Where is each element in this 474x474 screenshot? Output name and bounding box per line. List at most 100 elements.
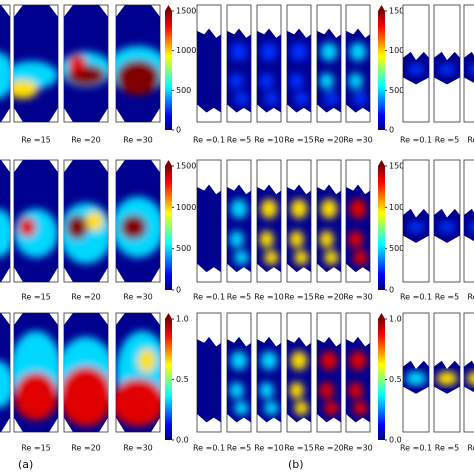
- panel-label: Re =0.1: [193, 136, 225, 145]
- heatmap-blobs: [0, 208, 10, 258]
- colorbar-extend: [165, 160, 172, 166]
- colorbar-label: 0: [389, 126, 394, 135]
- heatmap-blobs: [319, 199, 339, 265]
- panel-label: Re =15: [284, 444, 314, 453]
- heatmap-blobs: [14, 208, 58, 258]
- heatmap-blobs: [259, 351, 279, 416]
- heatmap-base: [464, 360, 474, 394]
- heatmap-blobs: [64, 202, 108, 264]
- heatmap-blob: [259, 72, 274, 90]
- heatmap: [0, 5, 10, 122]
- colorbar-label: 0: [389, 286, 394, 295]
- heatmap-blobs: [259, 42, 279, 106]
- heatmap-base: [197, 28, 221, 113]
- heatmap-blobs: [348, 42, 368, 106]
- heatmap-blob: [264, 401, 279, 416]
- colorbar-extend: [378, 5, 385, 11]
- heatmap-blob: [0, 51, 10, 99]
- heatmap: [14, 313, 58, 432]
- panel-label: Re =20: [71, 444, 101, 453]
- panel-label: Re =0.1: [193, 444, 225, 453]
- heatmap-blob: [229, 382, 244, 399]
- heatmap-blob: [230, 351, 248, 371]
- colorbar-label: 1000: [389, 46, 409, 55]
- colorbar-label: 1500: [176, 7, 196, 16]
- heatmap: [346, 336, 370, 423]
- colorbar-extend: [378, 313, 385, 319]
- heatmap-blob: [289, 72, 304, 90]
- panel-label: Re =0.1: [400, 136, 432, 145]
- panel-label: Re =30: [123, 444, 153, 453]
- heatmap-blob: [230, 42, 248, 62]
- heatmap-blob: [294, 250, 309, 265]
- heatmap-blobs: [229, 351, 249, 416]
- heatmap: [197, 28, 221, 113]
- heatmap-blob: [14, 79, 39, 99]
- heatmap-blob: [116, 378, 160, 427]
- heatmap: [403, 208, 429, 243]
- heatmap: [464, 360, 474, 394]
- heatmap-blob: [264, 250, 279, 265]
- panel-label: Re =30: [343, 293, 373, 302]
- heatmap-blob: [439, 63, 455, 76]
- panel-label: Re =5: [227, 293, 251, 302]
- heatmap-blob: [469, 63, 474, 76]
- heatmap: [64, 5, 108, 122]
- heatmap: [464, 51, 474, 85]
- heatmap-base: [197, 336, 221, 423]
- heatmap: [257, 184, 281, 273]
- heatmap: [257, 28, 281, 113]
- heatmap-blob: [234, 250, 249, 265]
- heatmap-blob: [349, 199, 367, 219]
- heatmap: [317, 336, 341, 423]
- colorbar-label: 0.5: [176, 375, 189, 384]
- panel-label: Re =5: [435, 136, 459, 145]
- heatmap: [64, 160, 108, 282]
- heatmap-blobs: [289, 42, 309, 106]
- heatmap-blob: [349, 351, 367, 371]
- heatmap: [317, 28, 341, 113]
- heatmap-blob: [439, 221, 455, 234]
- panel-label: Re =5: [227, 444, 251, 453]
- panel-a-label: (a): [18, 458, 33, 471]
- heatmap: [227, 28, 251, 113]
- panel-label: Re =30: [343, 136, 373, 145]
- panel-label: Re =15: [21, 136, 51, 145]
- heatmap-blob: [466, 371, 474, 386]
- panel-label: Re =20: [314, 136, 344, 145]
- panel-label: Re =15: [284, 136, 314, 145]
- heatmap-blobs: [439, 63, 455, 76]
- panel-b-label: (b): [288, 458, 304, 471]
- heatmap-blob: [116, 59, 160, 96]
- heatmap-blobs: [466, 371, 474, 386]
- heatmap-blobs: [469, 63, 474, 76]
- colorbar-label: 500: [389, 86, 404, 95]
- heatmap-blob: [234, 91, 249, 106]
- colorbar-label: 1500: [176, 162, 196, 171]
- heatmap: [116, 313, 160, 432]
- heatmap: [0, 160, 10, 282]
- heatmap-blobs: [14, 61, 58, 99]
- heatmap: [257, 336, 281, 423]
- panel-label: Re =0.1: [400, 444, 432, 453]
- heatmap: [346, 184, 370, 273]
- heatmap-blob: [320, 42, 338, 62]
- colorbar-extend: [165, 5, 172, 11]
- heatmap-blobs: [348, 351, 368, 416]
- heatmap-blobs: [436, 371, 458, 386]
- heatmap-blob: [319, 382, 334, 399]
- heatmap-blobs: [469, 221, 474, 234]
- heatmap-blobs: [319, 42, 339, 106]
- heatmap-blobs: [0, 360, 10, 409]
- colorbar-label: 1500: [389, 162, 409, 171]
- heatmap: [403, 360, 429, 394]
- panel-label: Re =10: [254, 136, 284, 145]
- heatmap-blob: [469, 221, 474, 234]
- heatmap-blobs: [405, 371, 427, 386]
- heatmap: [64, 313, 108, 432]
- colorbar-label: 0.0: [389, 436, 402, 445]
- panel-label: Re =15: [21, 444, 51, 453]
- heatmap-blob: [14, 372, 58, 421]
- heatmap-blob: [319, 230, 334, 248]
